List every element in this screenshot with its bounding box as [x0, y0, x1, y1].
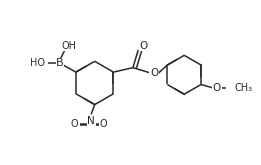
Text: O: O [213, 83, 221, 93]
Text: N: N [87, 115, 95, 126]
Text: O: O [100, 119, 107, 129]
Text: CH₃: CH₃ [235, 83, 253, 93]
Text: O: O [70, 119, 78, 129]
Text: O: O [150, 68, 158, 78]
Text: B: B [56, 58, 64, 68]
Text: O: O [139, 41, 148, 51]
Text: OH: OH [61, 41, 76, 51]
Text: HO: HO [30, 58, 45, 68]
